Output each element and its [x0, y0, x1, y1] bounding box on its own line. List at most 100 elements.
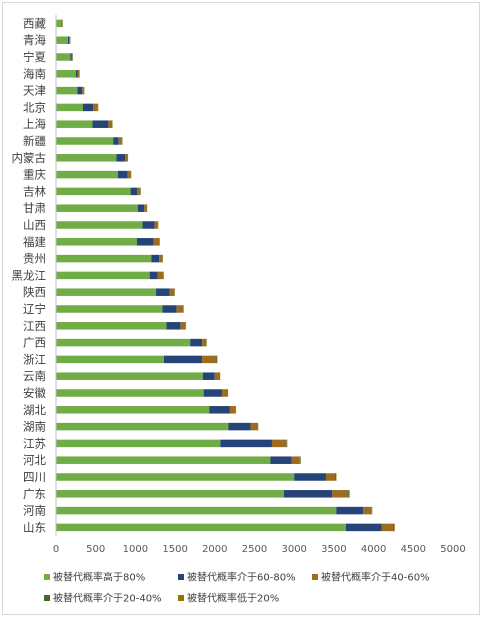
bar-segment-series-2: [163, 355, 203, 364]
bar-segment-series-1: [56, 305, 163, 313]
bar-segment-series-1: [56, 506, 337, 515]
category-label: 青海: [23, 33, 46, 47]
bar-segment-series-3: [332, 490, 349, 498]
bar-segment-series-3: [202, 338, 207, 347]
legend-swatch: [178, 595, 184, 601]
x-tick-labels: 0 500 1000 1500 2000 2500 3000 3500 4000 4500 5000: [53, 544, 466, 555]
bar-segment-series-2: [70, 53, 72, 61]
bar-segment-series-1: [56, 170, 118, 179]
bar-segment-series-3: [93, 103, 98, 112]
x-tick-label: 1500: [162, 544, 187, 555]
legend-swatch: [312, 574, 318, 580]
bar-segment-series-1: [56, 36, 68, 44]
bar-segment-series-1: [56, 53, 71, 61]
category-label: 浙江: [23, 352, 46, 366]
category-label: 甘肃: [23, 201, 46, 215]
bar-segment-series-4: [299, 456, 301, 464]
bar-segment-series-3: [221, 389, 228, 397]
bar-segment-series-2: [190, 338, 203, 347]
bar-segment-series-2: [345, 523, 382, 532]
legend: 被替代概率高于80% 被替代概率介于60-80% 被替代概率介于40-60% 被替代概…: [44, 571, 430, 605]
x-tick-label: 2000: [202, 544, 227, 555]
bar-segment-series-1: [56, 271, 150, 280]
x-tick-label: 1000: [123, 544, 148, 555]
bar-segment-series-2: [117, 170, 128, 179]
category-label: 河南: [23, 504, 46, 518]
bar-segment-series-3: [169, 288, 175, 296]
bar-segment-series-2: [142, 221, 155, 229]
bar-segment-series-2: [130, 187, 137, 196]
category-label: 山西: [23, 218, 46, 232]
bar-segment-series-3: [77, 70, 80, 78]
bar-segment-series-4: [393, 523, 395, 532]
bar-segment-series-2: [77, 86, 83, 95]
category-label: 山东: [23, 520, 46, 534]
bar-segment-series-3: [271, 439, 287, 448]
bar-segment-series-3: [157, 271, 164, 280]
bar-segment-series-1: [56, 406, 210, 414]
bar-segment-series-2: [82, 103, 94, 112]
category-label: 重庆: [23, 168, 46, 182]
category-label: 西藏: [23, 16, 46, 30]
bar-segment-series-2: [67, 36, 70, 44]
category-label: 陕西: [23, 285, 46, 299]
bar-segment-series-1: [56, 490, 284, 498]
bar-segment-series-3: [153, 238, 160, 246]
bar-segment-series-2: [336, 506, 364, 515]
bar-segment-series-4: [348, 490, 349, 498]
legend-label: 被替代概率介于20-40%: [53, 592, 162, 605]
bar-segment-series-3: [154, 221, 158, 229]
category-label: 湖北: [23, 403, 46, 417]
category-label: 福建: [23, 235, 46, 249]
bar-segment-series-2: [151, 254, 160, 263]
bar-segment-series-3: [176, 305, 184, 313]
bar-segment-series-1: [56, 187, 131, 196]
category-label: 安徽: [23, 386, 46, 400]
bar-segment-series-4: [97, 103, 98, 112]
bar-segment-series-1: [56, 355, 164, 364]
category-label: 海南: [23, 67, 46, 81]
bar-segment-series-1: [56, 523, 346, 532]
bar-segment-series-3: [108, 120, 112, 128]
category-label: 广西: [23, 336, 46, 350]
bars-layer: [56, 19, 395, 532]
bar-segment-series-3: [69, 36, 70, 44]
bar-segment-series-1: [56, 456, 271, 464]
bar-segment-series-4: [111, 120, 113, 128]
category-label: 吉林: [23, 184, 46, 198]
legend-label: 被替代概率介于40-60%: [321, 571, 430, 584]
bar-segment-series-1: [56, 439, 221, 448]
x-tick-label: 5000: [440, 544, 465, 555]
bar-segment-series-2: [270, 456, 292, 464]
bar-segment-series-3: [159, 254, 163, 263]
bar-segment-series-3: [291, 456, 300, 464]
bar-segment-series-1: [56, 288, 157, 296]
bar-segment-series-2: [113, 137, 119, 145]
category-label: 四川: [23, 470, 46, 484]
bar-segment-series-3: [118, 137, 122, 145]
bar-segment-series-1: [56, 389, 204, 397]
bar-segment-series-3: [82, 86, 84, 95]
x-tick-label: 0: [53, 544, 59, 555]
chart-frame: [2, 2, 480, 615]
bar-segment-series-3: [229, 406, 236, 414]
bar-segment-series-5: [348, 490, 350, 498]
bar-segment-series-2: [283, 490, 333, 498]
x-tick-label: 4500: [401, 544, 426, 555]
bar-segment-series-2: [116, 154, 126, 162]
legend-label: 被替代概率高于80%: [53, 571, 145, 584]
legend-swatch: [44, 595, 50, 601]
bar-segment-series-1: [56, 338, 191, 347]
bar-segment-series-1: [56, 221, 143, 229]
category-label: 贵州: [23, 252, 46, 266]
bar-segment-series-3: [381, 523, 394, 532]
bar-segment-series-2: [75, 70, 78, 78]
bar-segment-series-1: [56, 19, 62, 28]
bar-segment-series-2: [136, 238, 154, 246]
bar-segment-series-3: [180, 322, 186, 330]
category-labels: 西藏青海宁夏海南天津北京上海新疆内蒙古重庆吉林甘肃山西福建贵州黑龙江陕西辽宁江西…: [12, 16, 47, 534]
category-label: 天津: [23, 84, 46, 98]
bar-segment-series-3: [144, 204, 147, 212]
bar-segment-series-1: [56, 204, 138, 212]
